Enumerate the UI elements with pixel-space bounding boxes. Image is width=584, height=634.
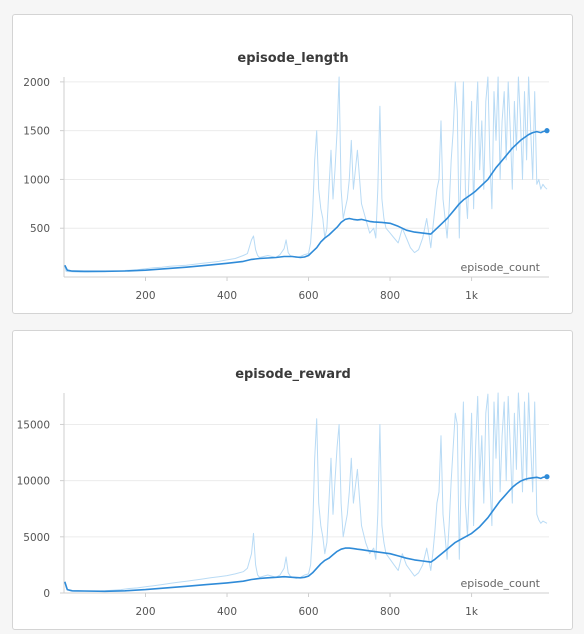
x-tick-label: 600 [299, 606, 319, 618]
y-tick-label: 10000 [17, 476, 50, 488]
last-point-marker [544, 474, 550, 480]
x-tick-label: 200 [135, 290, 155, 302]
y-tick-label: 1500 [23, 126, 50, 138]
last-point-marker [544, 128, 550, 134]
x-tick-label: 800 [380, 606, 400, 618]
chart-episode-reward: 0 5000 10000 15000 200 400 600 800 1k episode_re… [17, 367, 550, 618]
x-tick-label: 600 [299, 290, 319, 302]
x-tick-label: 400 [217, 606, 237, 618]
raw-series-line [64, 392, 548, 592]
y-tick-label: 1000 [23, 174, 50, 186]
chart-episode-length: 500 1000 1500 2000 200 400 600 800 1k episode_le… [23, 51, 550, 302]
x-tick-label: 1k [465, 606, 479, 618]
x-tick-label: 800 [380, 290, 400, 302]
chart-title: episode_reward [235, 367, 351, 382]
y-tick-label: 2000 [23, 77, 50, 89]
smoothed-series-line [64, 475, 548, 593]
x-axis-label: episode_count [460, 261, 540, 274]
y-tick-label: 15000 [17, 419, 50, 431]
smoothed-series-line [64, 129, 548, 273]
chart-panel-episode-reward: 0 5000 10000 15000 200 400 600 800 1k episode_re… [12, 330, 573, 630]
chart-panel-episode-length: 500 1000 1500 2000 200 400 600 800 1k episode_le… [12, 14, 573, 314]
y-tick-label: 0 [43, 588, 50, 600]
chart-title: episode_length [237, 51, 348, 66]
x-axis-label: episode_count [460, 577, 540, 590]
x-tick-label: 400 [217, 290, 237, 302]
x-tick-label: 200 [135, 606, 155, 618]
raw-series-line [64, 76, 548, 273]
y-tick-label: 5000 [23, 532, 50, 544]
y-tick-label: 500 [30, 223, 50, 235]
x-tick-label: 1k [465, 290, 479, 302]
